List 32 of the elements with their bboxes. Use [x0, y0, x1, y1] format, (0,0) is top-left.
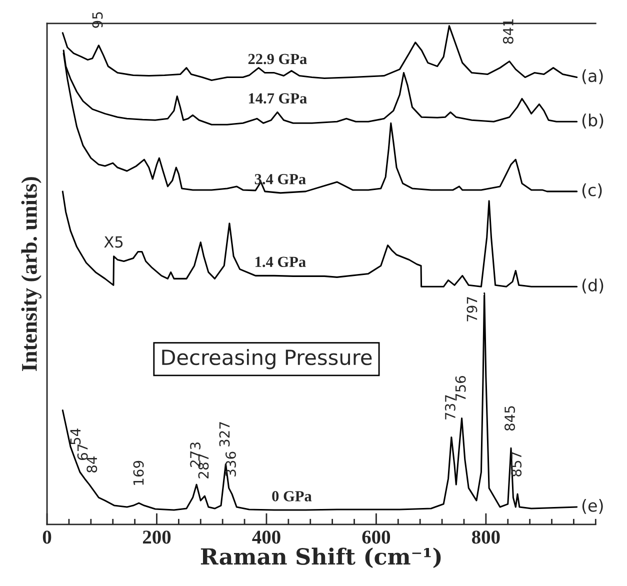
annotation: 737	[444, 395, 456, 420]
x-tick-label: 0	[42, 530, 52, 544]
y-axis-title: Intensity (arb. units)	[21, 177, 42, 372]
annotation: 84	[86, 456, 98, 472]
series-label: (e)	[582, 498, 603, 514]
x-tick-label: 600	[362, 530, 390, 544]
x-tick-label: 800	[472, 530, 500, 544]
annotation: 169	[133, 460, 144, 485]
annotation: 756	[455, 376, 466, 400]
x-tick-label: 400	[252, 530, 280, 544]
x-tick-label: 200	[142, 530, 171, 544]
annotation: 22.9 GPa	[248, 54, 307, 64]
series-label: (d)	[582, 278, 604, 294]
annotation: Decreasing Pressure	[162, 349, 372, 370]
annotation: 14.7 GPa	[248, 93, 307, 104]
annotation: 845	[504, 406, 516, 431]
annotation: 0 GPa	[272, 491, 312, 502]
series-label: (b)	[582, 114, 604, 128]
annotation: X5	[104, 236, 123, 248]
annotation: 327	[219, 422, 230, 446]
annotation: 287	[198, 454, 209, 478]
annotation: 1.4 GPa	[256, 256, 306, 268]
annotation: 3.4 GPa	[254, 174, 306, 184]
annotation: 54	[70, 428, 81, 444]
annotation: 67	[77, 444, 88, 460]
annotation: 797	[466, 297, 478, 322]
series-label: (c)	[582, 183, 602, 198]
x-axis-title: Raman Shift (cm⁻¹)	[200, 548, 441, 568]
series-label: (a)	[582, 69, 603, 84]
annotation: 336	[225, 452, 236, 476]
annotation: 857	[511, 452, 522, 476]
annotation: 841	[502, 19, 514, 44]
